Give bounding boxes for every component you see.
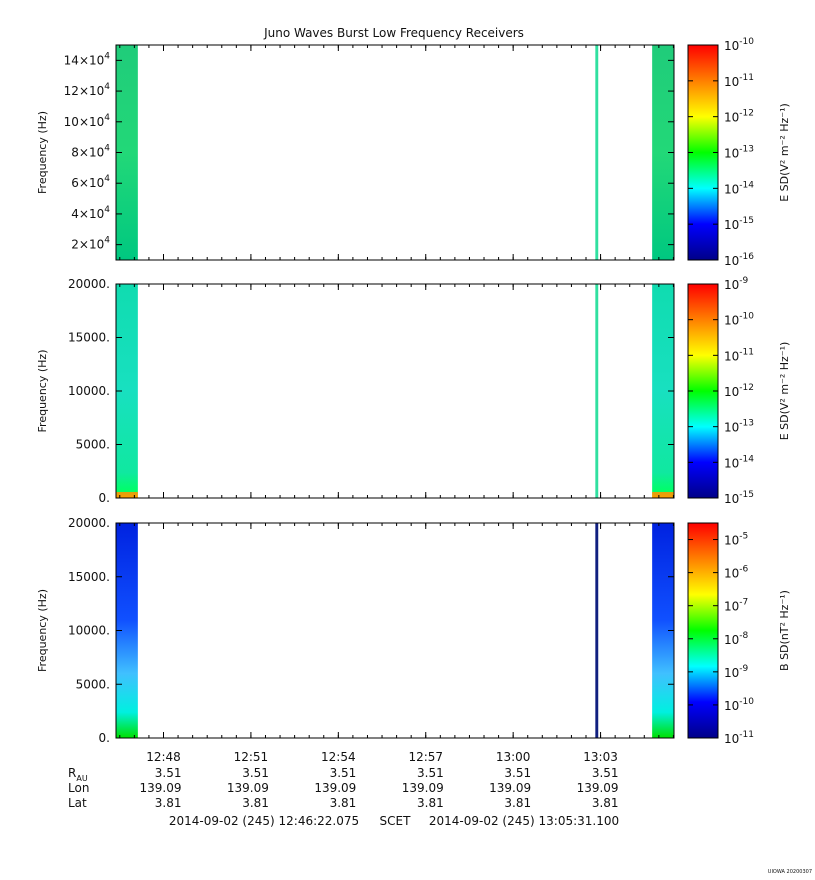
chart-title: Juno Waves Burst Low Frequency Receivers: [263, 26, 524, 40]
ephemeris-value: 3.81: [242, 796, 269, 810]
colorbar-tick-label: 10-13: [724, 145, 754, 161]
colorbar: [687, 522, 719, 739]
colorbar-tick-label: 10-15: [724, 490, 754, 506]
ephemeris-value: 3.81: [504, 796, 531, 810]
colorbar-tick-label: 10-9: [724, 276, 749, 292]
panel-bottom: 0. 5000. 10000. 15000. 20000. Frequency (Hz) 1…: [36, 516, 791, 764]
footer-scet-label: SCET: [380, 814, 412, 828]
x-tick-label: 13:00: [496, 750, 531, 764]
colorbar-label: E SD(V² m⁻² Hz⁻¹): [778, 103, 791, 202]
colorbar-label: E SD(V² m⁻² Hz⁻¹): [778, 342, 791, 441]
y-tick-label: 8×104: [71, 144, 110, 160]
ephemeris-value: 3.81: [330, 796, 357, 810]
ephemeris-value: 139.09: [314, 781, 356, 795]
colorbar-tick-label: 10-12: [724, 383, 754, 399]
colorbar-tick-label: 10-9: [724, 664, 749, 680]
colorbar-tick-label: 10-10: [724, 37, 754, 53]
ephemeris-value: 3.51: [504, 766, 531, 780]
colorbar-tick-label: 10-6: [724, 565, 749, 581]
colorbar-tick-label: 10-14: [724, 180, 754, 196]
low-frequency-band: [652, 492, 674, 498]
ephemeris-value: 3.81: [592, 796, 619, 810]
y-tick-label: 20000.: [68, 277, 110, 291]
y-tick-label: 15000.: [68, 331, 110, 345]
ephemeris-value: 3.81: [155, 796, 182, 810]
colorbar-tick-label: 10-11: [724, 73, 754, 89]
footer-start-time: 2014-09-02 (245) 12:46:22.075: [169, 814, 359, 828]
plot-frame: [115, 283, 675, 499]
y-tick-label: 10×104: [64, 113, 111, 129]
ephemeris-value: 139.09: [139, 781, 181, 795]
ephemeris-value: 3.51: [330, 766, 357, 780]
colorbar-label: B SD(nT² Hz⁻¹): [778, 590, 791, 671]
y-tick-label: 12×104: [64, 82, 111, 98]
footer-end-time: 2014-09-02 (245) 13:05:31.100: [429, 814, 619, 828]
x-tick-label: 12:57: [408, 750, 443, 764]
colorbar-tick-label: 10-12: [724, 109, 754, 125]
colorbar-tick-label: 10-7: [724, 598, 748, 614]
colorbar-tick-label: 10-5: [724, 532, 748, 548]
colorbar-tick-label: 10-11: [724, 347, 754, 363]
panel-middle: 0. 5000. 10000. 15000. 20000. Frequency (Hz) 1…: [36, 276, 791, 506]
y-tick-label: 5000.: [76, 438, 110, 452]
spectrogram-data-block: [595, 523, 599, 738]
ephemeris-value: 139.09: [489, 781, 531, 795]
ephemeris-value: 139.09: [577, 781, 619, 795]
y-tick-label: 2×104: [71, 236, 110, 252]
footer-stamp: UIOWA 20200307: [768, 869, 812, 875]
colorbar-tick-label: 10-13: [724, 419, 754, 435]
colorbar-tick-label: 10-10: [724, 312, 754, 328]
colorbar-tick-label: 10-10: [724, 697, 754, 713]
ephemeris-value: 139.09: [227, 781, 269, 795]
colorbar-tick-label: 10-14: [724, 454, 754, 470]
colorbar-tick-label: 10-11: [724, 730, 754, 746]
y-axis-label: Frequency (Hz): [36, 589, 49, 672]
colorbar-tick-label: 10-16: [724, 252, 754, 268]
plot-frame: [115, 44, 675, 261]
ephemeris-row-label: Lat: [68, 796, 87, 810]
ephemeris-row-label: Lon: [68, 781, 89, 795]
spectrogram-data-block: [595, 284, 599, 498]
y-tick-label: 6×104: [71, 174, 110, 190]
x-tick-label: 12:51: [234, 750, 269, 764]
colorbar-tick-label: 10-15: [724, 216, 754, 232]
y-tick-label: 10000.: [68, 624, 110, 638]
y-tick-label: 14×104: [64, 51, 111, 67]
x-tick-label: 12:48: [146, 750, 181, 764]
y-axis-label: Frequency (Hz): [36, 111, 49, 194]
y-axis-label: Frequency (Hz): [36, 350, 49, 433]
panel-top: 2×104 4×104 6×104 8×104 10×104 12×104 14×104 Fr…: [36, 37, 791, 268]
spectrogram-data-block: [595, 45, 599, 260]
y-tick-label: 0.: [99, 491, 110, 505]
x-tick-label: 12:54: [321, 750, 356, 764]
y-tick-label: 20000.: [68, 516, 110, 530]
y-tick-label: 15000.: [68, 570, 110, 584]
spectrogram-data-block: [652, 45, 674, 260]
y-tick-label: 0.: [99, 731, 110, 745]
ephemeris-value: 3.81: [417, 796, 444, 810]
spectrogram-data-block: [116, 45, 138, 260]
colorbar-tick-label: 10-8: [724, 631, 749, 647]
low-frequency-band: [116, 492, 138, 498]
y-tick-label: 4×104: [71, 205, 110, 221]
ephemeris-value: 3.51: [592, 766, 619, 780]
ephemeris-value: 3.51: [417, 766, 444, 780]
ephemeris-value: 139.09: [402, 781, 444, 795]
ephemeris-value: 3.51: [155, 766, 182, 780]
plot-frame: [115, 522, 675, 739]
x-tick-label: 13:03: [583, 750, 618, 764]
ephemeris-value: 3.51: [242, 766, 269, 780]
y-tick-label: 5000.: [76, 677, 110, 691]
y-tick-label: 10000.: [68, 384, 110, 398]
